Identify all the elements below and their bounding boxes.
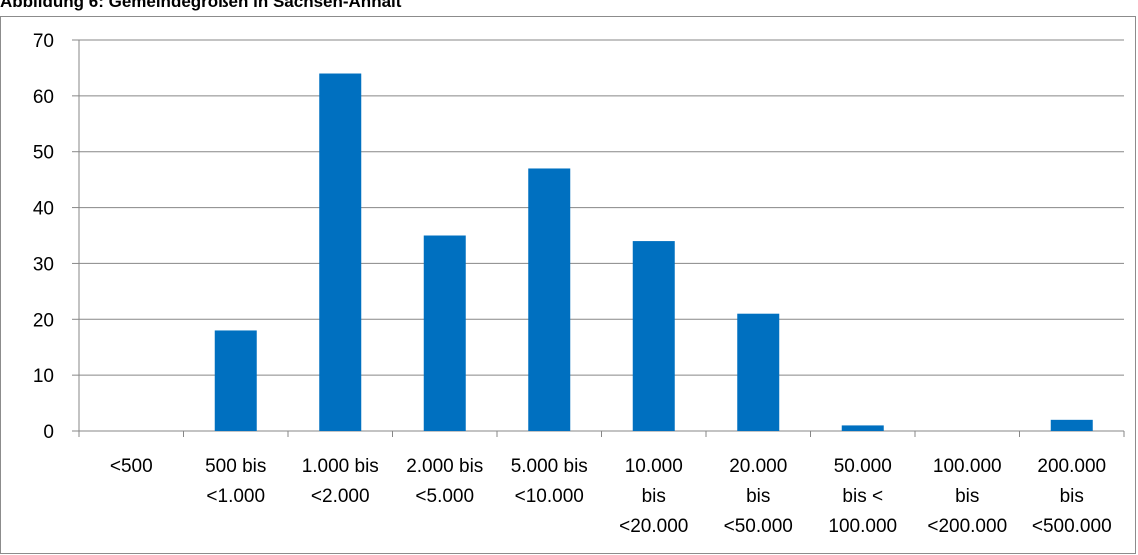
x-tick-label: 500 bis <1.000	[205, 456, 266, 507]
x-tick-label: 50.000 bis <100.000	[828, 456, 897, 537]
bar	[737, 313, 780, 431]
y-tick-label: 40	[33, 199, 54, 220]
y-tick-label: 0	[43, 422, 54, 443]
bar	[1050, 419, 1093, 431]
x-tick-label: 100.000 bis <200.000	[927, 456, 1007, 537]
x-tick-label: 10.000 bis <20.000	[619, 456, 688, 537]
y-tick-label: 30	[33, 254, 54, 275]
bar	[632, 241, 675, 431]
x-tick-label: 200.000 bis <500.000	[1032, 456, 1112, 537]
chart-title: Abbildung 6: Gemeindegrößen in Sachsen-A…	[0, 0, 402, 11]
bar	[423, 235, 466, 431]
chart-frame	[0, 16, 1136, 554]
x-tick-label: <500	[110, 456, 153, 477]
y-tick-label: 10	[33, 366, 54, 387]
x-tick-label: 5.000 bis <10.000	[511, 456, 588, 507]
bar	[841, 425, 884, 431]
bar	[528, 168, 571, 431]
y-tick-label: 20	[33, 310, 54, 331]
x-tick-label: 1.000 bis <2.000	[302, 456, 379, 507]
bar	[214, 330, 257, 431]
bar	[319, 73, 362, 431]
y-tick-label: 60	[33, 87, 54, 108]
x-tick-label: 2.000 bis <5.000	[406, 456, 483, 507]
x-tick-label: 20.000 bis <50.000	[724, 456, 793, 537]
y-tick-label: 50	[33, 143, 54, 164]
y-tick-label: 70	[33, 31, 54, 52]
